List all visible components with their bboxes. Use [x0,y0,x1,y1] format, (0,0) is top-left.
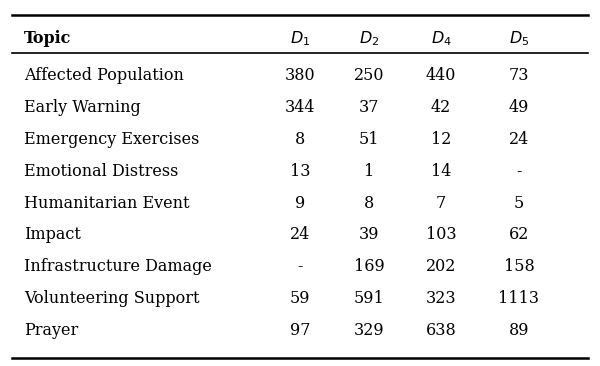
Text: 344: 344 [285,99,315,116]
Text: 202: 202 [426,258,456,275]
Text: Emergency Exercises: Emergency Exercises [24,131,199,148]
Text: 1113: 1113 [499,290,539,307]
Text: 8: 8 [295,131,305,148]
Text: 103: 103 [425,227,457,243]
Text: 62: 62 [509,227,529,243]
Text: Early Warning: Early Warning [24,99,141,116]
Text: -: - [516,163,522,180]
Text: 5: 5 [514,195,524,212]
Text: 24: 24 [290,227,310,243]
Text: 59: 59 [290,290,310,307]
Text: 8: 8 [364,195,374,212]
Text: 638: 638 [425,322,457,339]
Text: 169: 169 [353,258,385,275]
Text: Prayer: Prayer [24,322,78,339]
Text: Volunteering Support: Volunteering Support [24,290,199,307]
Text: Topic: Topic [24,30,71,47]
Text: 1: 1 [364,163,374,180]
Text: 89: 89 [509,322,529,339]
Text: 13: 13 [290,163,310,180]
Text: 329: 329 [353,322,385,339]
Text: Humanitarian Event: Humanitarian Event [24,195,190,212]
Text: Infrastructure Damage: Infrastructure Damage [24,258,212,275]
Text: 51: 51 [359,131,379,148]
Text: 49: 49 [509,99,529,116]
Text: $D_4$: $D_4$ [431,29,451,48]
Text: 380: 380 [284,67,316,84]
Text: 158: 158 [503,258,535,275]
Text: 39: 39 [359,227,379,243]
Text: $D_2$: $D_2$ [359,29,379,48]
Text: $D_5$: $D_5$ [509,29,529,48]
Text: 73: 73 [509,67,529,84]
Text: Emotional Distress: Emotional Distress [24,163,178,180]
Text: 9: 9 [295,195,305,212]
Text: 250: 250 [354,67,384,84]
Text: Impact: Impact [24,227,81,243]
Text: 440: 440 [426,67,456,84]
Text: 24: 24 [509,131,529,148]
Text: 37: 37 [359,99,379,116]
Text: $D_1$: $D_1$ [290,29,310,48]
Text: -: - [297,258,303,275]
Text: 12: 12 [431,131,451,148]
Text: 7: 7 [436,195,446,212]
Text: 591: 591 [353,290,385,307]
Text: Affected Population: Affected Population [24,67,184,84]
Text: 14: 14 [431,163,451,180]
Text: 323: 323 [425,290,457,307]
Text: 97: 97 [290,322,310,339]
Text: 42: 42 [431,99,451,116]
